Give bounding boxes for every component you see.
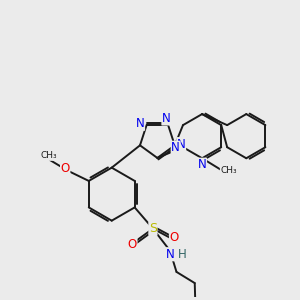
- Text: H: H: [178, 248, 187, 261]
- Text: N: N: [198, 158, 206, 171]
- Text: O: O: [169, 231, 179, 244]
- Text: CH₃: CH₃: [220, 166, 237, 175]
- Text: CH₃: CH₃: [40, 152, 57, 160]
- Text: O: O: [61, 162, 70, 175]
- Text: N: N: [166, 248, 175, 261]
- Text: N: N: [136, 117, 145, 130]
- Text: N: N: [171, 141, 180, 154]
- Text: S: S: [149, 222, 157, 235]
- Text: N: N: [162, 112, 171, 125]
- Text: O: O: [128, 238, 137, 251]
- Text: N: N: [177, 138, 186, 151]
